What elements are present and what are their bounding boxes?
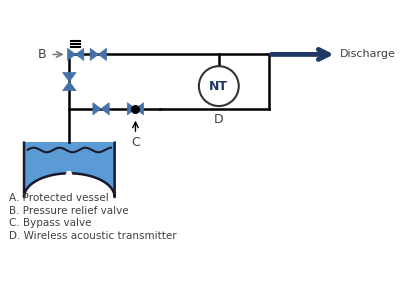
Polygon shape bbox=[90, 48, 98, 61]
Polygon shape bbox=[76, 48, 84, 61]
Text: B. Pressure relief valve: B. Pressure relief valve bbox=[9, 206, 128, 216]
Text: B: B bbox=[38, 48, 47, 61]
Polygon shape bbox=[62, 72, 76, 81]
Polygon shape bbox=[24, 143, 115, 197]
Polygon shape bbox=[98, 48, 106, 61]
Text: A: A bbox=[62, 170, 76, 188]
Polygon shape bbox=[93, 103, 101, 115]
Text: Discharge: Discharge bbox=[340, 49, 396, 59]
Polygon shape bbox=[68, 48, 76, 61]
Polygon shape bbox=[62, 81, 76, 91]
Polygon shape bbox=[127, 103, 136, 115]
Circle shape bbox=[199, 66, 239, 106]
Text: A. Protected vessel: A. Protected vessel bbox=[9, 193, 108, 203]
Text: D. Wireless acoustic transmitter: D. Wireless acoustic transmitter bbox=[9, 231, 176, 241]
Text: NT: NT bbox=[209, 80, 228, 93]
Polygon shape bbox=[136, 103, 144, 115]
Text: C. Bypass valve: C. Bypass valve bbox=[9, 218, 91, 229]
Polygon shape bbox=[101, 103, 109, 115]
Text: C: C bbox=[131, 136, 140, 149]
Text: D: D bbox=[214, 113, 224, 126]
